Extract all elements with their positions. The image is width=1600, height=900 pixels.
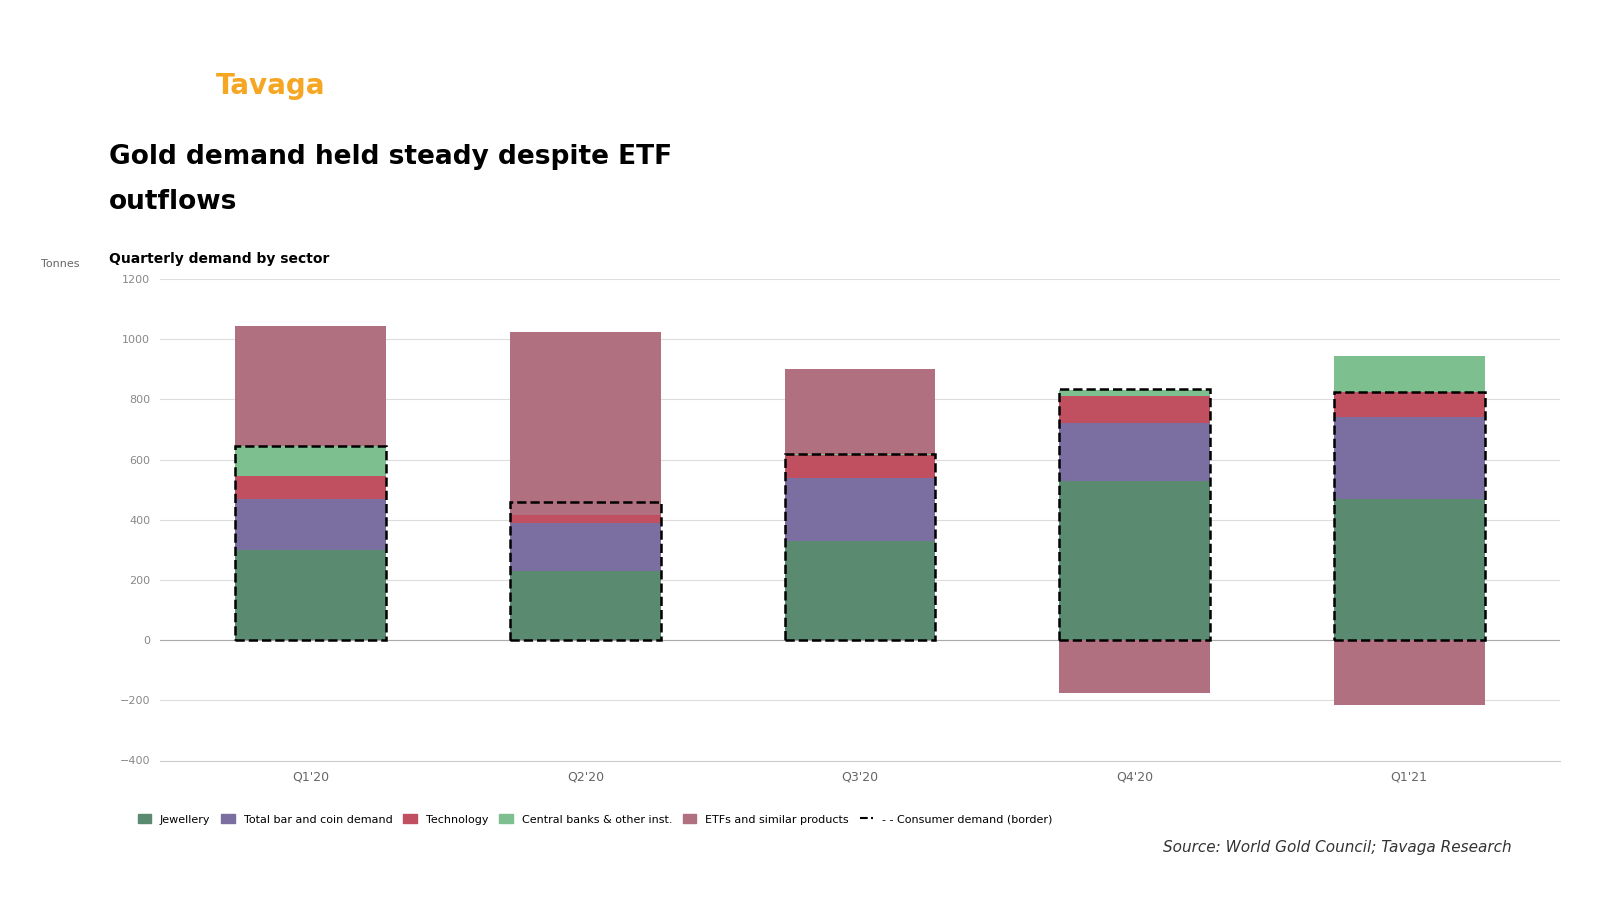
Bar — [510, 332, 661, 515]
Bar — [1059, 423, 1210, 481]
Bar — [1059, 389, 1210, 640]
Bar — [510, 506, 661, 523]
Text: Tonnes: Tonnes — [42, 259, 80, 269]
Bar — [784, 455, 936, 478]
Bar — [1333, 356, 1485, 392]
Bar — [1059, 481, 1210, 640]
Legend: Jewellery, Total bar and coin demand, Technology, Central banks & other inst., E: Jewellery, Total bar and coin demand, Te… — [138, 814, 1053, 824]
Bar — [1059, 640, 1210, 693]
Bar — [510, 523, 661, 571]
Bar — [784, 454, 936, 455]
Text: 🦌: 🦌 — [139, 88, 155, 112]
Bar — [235, 550, 387, 640]
Bar — [784, 369, 936, 454]
Bar — [510, 571, 661, 640]
Bar — [510, 506, 661, 515]
Bar — [235, 446, 387, 640]
Bar — [1333, 392, 1485, 418]
Text: Gold demand held steady despite ETF: Gold demand held steady despite ETF — [109, 144, 672, 170]
Text: Tavaga: Tavaga — [216, 71, 325, 100]
Bar — [1333, 499, 1485, 640]
Bar — [235, 476, 387, 499]
Text: Quarterly demand by sector: Quarterly demand by sector — [109, 252, 330, 266]
Bar — [1059, 391, 1210, 396]
Bar — [235, 499, 387, 550]
Bar — [784, 541, 936, 640]
Text: outflows: outflows — [109, 189, 237, 215]
Bar — [1333, 392, 1485, 640]
Bar — [784, 478, 936, 541]
Bar — [1333, 640, 1485, 705]
Bar — [510, 501, 661, 640]
Text: Source: World Gold Council; Tavaga Research: Source: World Gold Council; Tavaga Resea… — [1163, 840, 1512, 855]
Bar — [1059, 396, 1210, 424]
Bar — [784, 454, 936, 640]
Bar — [235, 326, 387, 446]
Bar — [1333, 418, 1485, 499]
Bar — [235, 446, 387, 476]
